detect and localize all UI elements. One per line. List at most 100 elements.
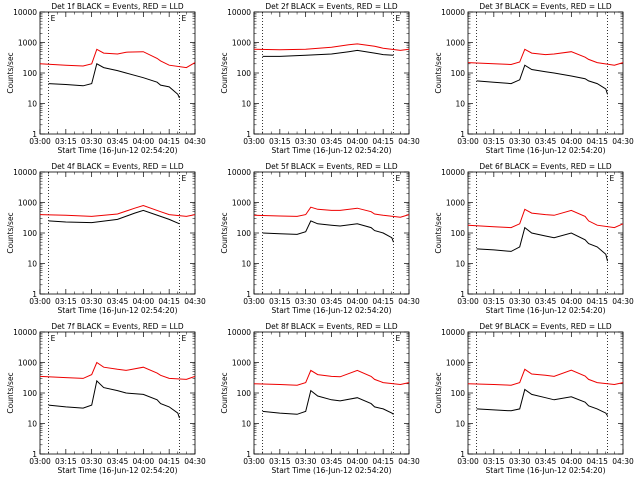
x-tick-label: 03:00 — [457, 457, 479, 466]
x-tick-label: 03:15 — [269, 457, 291, 466]
y-tick-label: 1000 — [18, 199, 37, 208]
x-tick-label: 03:30 — [295, 457, 317, 466]
x-tick-label: 04:30 — [612, 457, 634, 466]
x-tick-label: 04:30 — [398, 297, 420, 306]
series-line-lld — [253, 43, 410, 51]
x-tick-label: 03:00 — [243, 297, 265, 306]
y-tick-label: 1 — [32, 290, 37, 299]
x-axis-label: Start Time (16-Jun-12 02:54:20) — [58, 146, 178, 155]
x-tick-label: 03:00 — [29, 297, 51, 306]
y-tick-label: 10000 — [441, 168, 465, 177]
corner-marker: E — [182, 334, 187, 343]
y-tick-label: 10000 — [13, 328, 37, 337]
panel-title: Det 1f BLACK = Events, RED = LLD — [51, 2, 184, 11]
y-tick-label: 100 — [451, 229, 466, 238]
x-tick-label: 03:15 — [483, 457, 505, 466]
y-axis-label: Counts/sec — [434, 212, 443, 253]
x-tick-label: 04:00 — [133, 297, 155, 306]
y-tick-label: 10 — [241, 260, 251, 269]
series-line-events — [262, 220, 394, 243]
y-tick-label: 100 — [237, 69, 252, 78]
panel-det-7f: Det 7f BLACK = Events, RED = LLD 1 10 100 10… — [6, 322, 206, 475]
y-tick-label: 1 — [460, 290, 465, 299]
series-line-lld — [39, 48, 196, 69]
x-tick-label: 03:30 — [81, 297, 103, 306]
x-tick-label: 04:15 — [158, 457, 180, 466]
y-tick-label: 10000 — [227, 168, 251, 177]
x-tick-label: 04:30 — [398, 457, 420, 466]
series-line-events — [48, 209, 180, 225]
corner-marker: E — [182, 14, 187, 23]
panel-det-9f: Det 9f BLACK = Events, RED = LLD 1 10 100 10… — [434, 322, 634, 475]
x-tick-label: 03:45 — [107, 297, 129, 306]
x-tick-label: 03:15 — [55, 297, 77, 306]
y-tick-label: 1 — [246, 130, 251, 139]
y-tick-label: 10 — [27, 260, 37, 269]
y-tick-label: 10 — [455, 260, 465, 269]
x-tick-label: 03:00 — [29, 137, 51, 146]
y-tick-label: 10000 — [227, 328, 251, 337]
x-tick-label: 03:30 — [509, 137, 531, 146]
panel-title: Det 8f BLACK = Events, RED = LLD — [265, 322, 398, 331]
x-tick-label: 04:15 — [586, 137, 608, 146]
corner-marker: E — [610, 174, 615, 183]
x-tick-label: 04:00 — [133, 137, 155, 146]
x-axis-label: Start Time (16-Jun-12 02:54:20) — [272, 306, 392, 315]
x-tick-label: 03:00 — [243, 457, 265, 466]
panel-title: Det 6f BLACK = Events, RED = LLD — [479, 162, 612, 171]
x-tick-label: 03:15 — [55, 457, 77, 466]
y-tick-label: 1 — [246, 290, 251, 299]
plot-frame — [253, 331, 410, 455]
y-tick-label: 100 — [237, 389, 252, 398]
y-tick-label: 100 — [23, 229, 38, 238]
y-axis-label: Counts/sec — [6, 372, 15, 413]
x-tick-label: 04:15 — [372, 297, 394, 306]
y-tick-label: 100 — [23, 389, 38, 398]
x-tick-label: 04:15 — [158, 137, 180, 146]
series-line-events — [476, 388, 608, 416]
x-tick-label: 04:00 — [347, 297, 369, 306]
series-line-events — [262, 49, 394, 57]
x-tick-label: 03:45 — [107, 457, 129, 466]
series-line-lld — [253, 369, 410, 386]
y-tick-label: 1 — [246, 450, 251, 459]
corner-marker: E — [51, 14, 56, 23]
x-tick-label: 04:30 — [398, 137, 420, 146]
x-tick-label: 04:00 — [561, 297, 583, 306]
panel-det-3f: Det 3f BLACK = Events, RED = LLD 1 10 100 10… — [434, 2, 634, 155]
plot-frame — [39, 331, 196, 455]
x-tick-label: 03:00 — [457, 137, 479, 146]
y-tick-label: 100 — [23, 69, 38, 78]
y-tick-label: 1000 — [446, 39, 465, 48]
series-line-events — [476, 226, 608, 262]
x-tick-label: 03:30 — [295, 137, 317, 146]
panel-title: Det 9f BLACK = Events, RED = LLD — [479, 322, 612, 331]
y-tick-label: 1 — [460, 450, 465, 459]
plot-frame — [467, 11, 624, 135]
x-tick-label: 03:00 — [243, 137, 265, 146]
y-tick-label: 1000 — [232, 359, 251, 368]
y-tick-label: 10000 — [441, 8, 465, 17]
x-tick-label: 03:15 — [269, 297, 291, 306]
y-tick-label: 10000 — [13, 8, 37, 17]
x-tick-label: 03:15 — [483, 137, 505, 146]
y-axis-label: Counts/sec — [220, 212, 229, 253]
x-tick-label: 04:00 — [347, 457, 369, 466]
y-tick-label: 1 — [460, 130, 465, 139]
x-tick-label: 03:45 — [321, 457, 343, 466]
y-axis-label: Counts/sec — [220, 52, 229, 93]
panel-det-6f: Det 6f BLACK = Events, RED = LLD 1 10 100 10… — [434, 162, 634, 315]
x-tick-label: 04:15 — [372, 137, 394, 146]
series-line-events — [48, 63, 180, 99]
panel-title: Det 4f BLACK = Events, RED = LLD — [51, 162, 184, 171]
series-line-lld — [253, 206, 410, 218]
panel-det-5f: Det 5f BLACK = Events, RED = LLD 1 10 100 10… — [220, 162, 420, 315]
y-tick-label: 10 — [27, 420, 37, 429]
panel-det-8f: Det 8f BLACK = Events, RED = LLD 1 10 100 10… — [220, 322, 420, 475]
y-tick-label: 1000 — [446, 199, 465, 208]
x-tick-label: 04:15 — [586, 297, 608, 306]
y-tick-label: 10 — [241, 100, 251, 109]
x-axis-label: Start Time (16-Jun-12 02:54:20) — [486, 306, 606, 315]
corner-marker: E — [396, 334, 401, 343]
